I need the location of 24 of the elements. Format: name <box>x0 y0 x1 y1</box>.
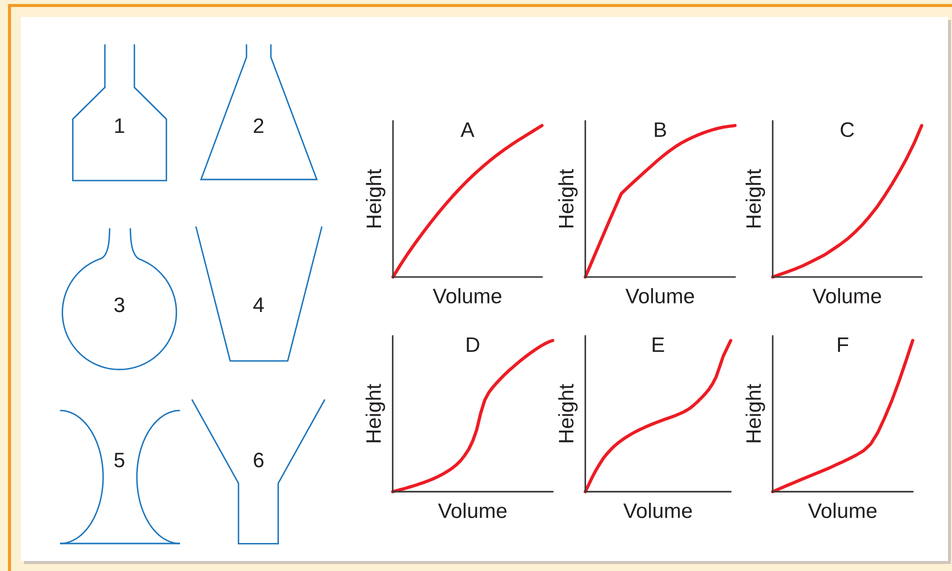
text: 4 <box>253 298 264 312</box>
y-axis-title: Height <box>366 384 386 442</box>
x-axis-title: Volume <box>623 502 692 518</box>
text: 2 <box>254 118 264 133</box>
y-axis-title: Height <box>366 169 386 228</box>
chart-title: F <box>838 338 848 352</box>
chart-title: E <box>652 338 664 352</box>
x-axis-title: Volume <box>812 288 882 304</box>
text: 1 <box>115 118 124 133</box>
y-axis-title: Height <box>558 169 578 228</box>
text: 3 <box>114 297 124 312</box>
x-axis-title: Volume <box>438 502 507 518</box>
chart-title: C <box>840 122 854 138</box>
y-axis-title: Height <box>746 384 766 442</box>
chart-title: A <box>460 122 474 137</box>
y-axis-title: Height <box>558 384 578 442</box>
text: 6 <box>254 452 264 468</box>
chart-title: D <box>466 338 480 352</box>
x-axis-title: Volume <box>432 288 502 304</box>
chart-title: B <box>654 122 666 137</box>
x-axis-title: Volume <box>808 502 877 518</box>
text: 5 <box>114 452 124 468</box>
y-axis-title: Height <box>746 169 766 228</box>
x-axis-title: Volume <box>625 288 694 304</box>
